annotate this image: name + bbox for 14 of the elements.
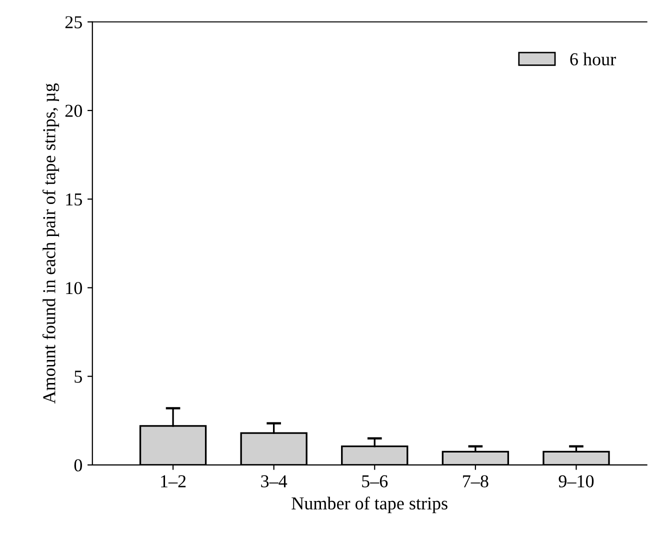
x-tick-label: 5–6 xyxy=(362,475,388,488)
y-tick-label: 20 xyxy=(65,104,82,117)
y-tick-label: 10 xyxy=(66,282,82,294)
y-tick-label: 25 xyxy=(65,16,82,28)
y-tick-label: 5 xyxy=(74,370,82,383)
y-tick-label: 15 xyxy=(66,193,82,206)
y-axis-title: Amount found in each pair of tape strips, µg xyxy=(42,83,60,404)
x-axis-title: Number of tape strips xyxy=(292,496,448,514)
y-tick-label: 0 xyxy=(74,459,82,472)
x-tick-label: 7–8 xyxy=(463,475,488,488)
x-tick-label: 3–4 xyxy=(261,475,288,488)
legend-label: 6 hour xyxy=(570,52,616,66)
x-tick-label: 9–10 xyxy=(558,475,594,488)
x-tick-label: 1–2 xyxy=(161,475,186,488)
